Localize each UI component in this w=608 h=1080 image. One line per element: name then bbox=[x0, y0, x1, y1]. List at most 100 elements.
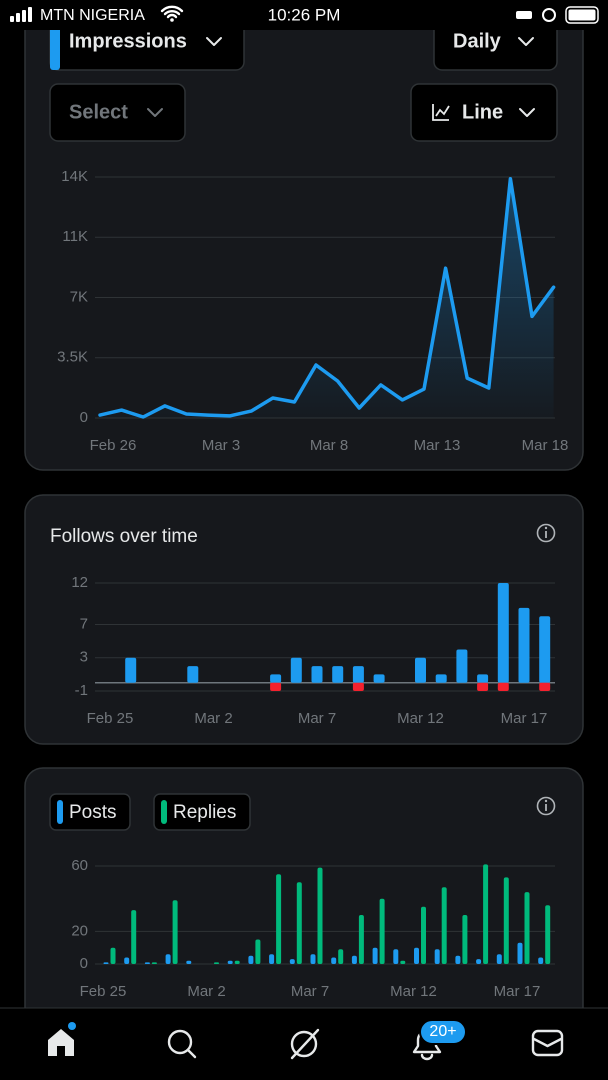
interval-label[interactable]: Daily bbox=[453, 30, 502, 52]
bar bbox=[131, 910, 137, 964]
y-tick-label: 0 bbox=[80, 955, 88, 972]
bar bbox=[538, 957, 544, 964]
bar bbox=[144, 962, 150, 964]
select-button[interactable] bbox=[49, 83, 186, 142]
bar bbox=[524, 892, 530, 964]
select-dropdown[interactable]: Select bbox=[49, 83, 186, 142]
legend-label[interactable]: Replies bbox=[173, 802, 236, 823]
wifi-dot bbox=[170, 18, 174, 22]
bar bbox=[372, 947, 378, 964]
metric-label[interactable]: Impressions bbox=[69, 30, 187, 52]
mail-flap bbox=[532, 1037, 563, 1048]
bar bbox=[331, 957, 337, 964]
bar bbox=[351, 955, 357, 964]
plots: 0 3.5K 7K 11K 14K Feb 26 Mar 3 Mar 8 Mar 13 Mar 1… bbox=[57, 168, 568, 1000]
chevron bbox=[147, 108, 163, 117]
y-tick-label: 3 bbox=[80, 649, 88, 666]
x-tick-label: Mar 13 bbox=[414, 437, 461, 454]
bar bbox=[165, 954, 171, 964]
bar bbox=[497, 682, 509, 691]
home-icon[interactable] bbox=[48, 1029, 74, 1056]
info-circle[interactable] bbox=[536, 796, 556, 816]
bar bbox=[103, 962, 109, 964]
nav-grok[interactable] bbox=[290, 1028, 320, 1060]
bar bbox=[497, 583, 509, 683]
bar bbox=[358, 915, 364, 964]
chart-type-label[interactable]: Line bbox=[462, 101, 503, 123]
legend-swatch bbox=[57, 800, 63, 824]
car-icon bbox=[516, 11, 532, 19]
nav-search[interactable] bbox=[167, 1029, 197, 1059]
bar bbox=[296, 882, 302, 964]
bar bbox=[310, 954, 316, 964]
info-dot bbox=[544, 799, 548, 803]
bar bbox=[234, 960, 240, 964]
y-tick-label: 7 bbox=[80, 616, 88, 633]
bar bbox=[517, 942, 523, 964]
bar bbox=[539, 682, 551, 691]
y-tick-label: 0 bbox=[80, 409, 88, 426]
info-icon[interactable] bbox=[536, 523, 556, 543]
x-tick-label: Mar 3 bbox=[202, 437, 240, 454]
bar bbox=[110, 947, 116, 964]
bar bbox=[124, 957, 130, 964]
bar bbox=[477, 674, 489, 683]
bar bbox=[476, 959, 482, 964]
line-icon-trace bbox=[435, 105, 450, 117]
bar bbox=[496, 954, 502, 964]
bar bbox=[441, 887, 447, 964]
y-tick-label: 12 bbox=[71, 574, 88, 591]
legend-posts[interactable]: Posts bbox=[49, 793, 131, 831]
badge-count: 20+ bbox=[429, 1023, 456, 1040]
info-circle[interactable] bbox=[536, 523, 556, 543]
x-tick-label: Mar 2 bbox=[187, 983, 225, 1000]
x-tick-label: Feb 26 bbox=[90, 437, 137, 454]
bar bbox=[518, 607, 530, 683]
legend-box[interactable] bbox=[153, 793, 251, 831]
carrier: MTN NIGERIA bbox=[40, 7, 145, 24]
chevron bbox=[518, 37, 534, 46]
chevron bbox=[519, 108, 535, 117]
bar bbox=[186, 960, 192, 964]
legend-label[interactable]: Posts bbox=[69, 802, 117, 823]
y-tick-label: 7K bbox=[70, 288, 88, 305]
legend-swatch bbox=[161, 800, 167, 824]
bar bbox=[290, 657, 302, 683]
info-dot bbox=[544, 526, 548, 530]
y-tick-label: 60 bbox=[71, 857, 88, 874]
battery bbox=[565, 6, 599, 24]
y-tick-label: 3.5K bbox=[57, 349, 88, 366]
bar bbox=[338, 949, 344, 964]
x-tick-label: Mar 2 bbox=[194, 710, 232, 727]
select-label[interactable]: Select bbox=[69, 101, 128, 123]
bar bbox=[503, 877, 509, 964]
x-tick-label: Mar 18 bbox=[522, 437, 569, 454]
nav-messages[interactable] bbox=[531, 1029, 564, 1057]
x-tick-label: Mar 7 bbox=[291, 983, 329, 1000]
bar bbox=[125, 657, 137, 683]
bar bbox=[483, 864, 489, 964]
legend-box[interactable] bbox=[49, 793, 131, 831]
legend-replies[interactable]: Replies bbox=[153, 793, 251, 831]
bar bbox=[400, 960, 406, 964]
bar bbox=[151, 962, 157, 964]
bar bbox=[248, 955, 254, 964]
nav-notifications[interactable]: 20+ bbox=[412, 1019, 467, 1061]
line-icon-axis bbox=[432, 104, 449, 121]
chart-type-dropdown[interactable]: Line bbox=[410, 83, 558, 142]
bar bbox=[289, 959, 295, 964]
x-tick-label: Feb 25 bbox=[87, 710, 134, 727]
search-icon[interactable] bbox=[167, 1029, 193, 1055]
mail-icon[interactable] bbox=[531, 1029, 564, 1057]
nav-home[interactable] bbox=[48, 1022, 76, 1056]
x-tick-label: Feb 25 bbox=[80, 983, 127, 1000]
line bbox=[98, 176, 556, 419]
info-icon[interactable] bbox=[536, 796, 556, 816]
y-tick-label: 14K bbox=[61, 168, 88, 185]
status-bar bbox=[0, 0, 608, 30]
chart-type-button[interactable] bbox=[410, 83, 558, 142]
bar bbox=[270, 674, 282, 683]
grok-icon[interactable] bbox=[290, 1030, 318, 1058]
grok-slash bbox=[290, 1028, 320, 1060]
y-tick-label: 20 bbox=[71, 922, 88, 939]
